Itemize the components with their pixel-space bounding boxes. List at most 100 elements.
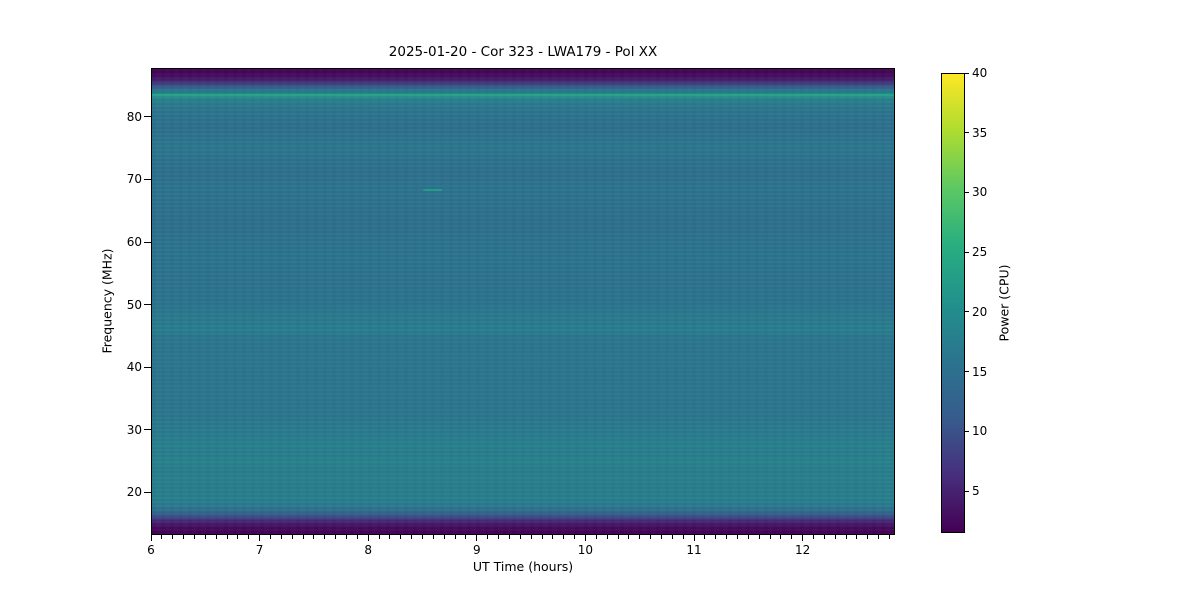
x-minor-tick: [204, 535, 206, 539]
colorbar-tick: [965, 430, 969, 432]
x-minor-tick: [161, 535, 163, 539]
x-minor-tick: [237, 535, 239, 539]
x-minor-tick: [432, 535, 434, 539]
y-major-tick: [144, 241, 151, 243]
x-minor-tick: [726, 535, 728, 539]
x-minor-tick: [595, 535, 597, 539]
x-minor-tick: [313, 535, 315, 539]
x-minor-tick: [280, 535, 282, 539]
x-minor-tick: [519, 535, 521, 539]
x-minor-tick: [356, 535, 358, 539]
x-minor-tick: [215, 535, 217, 539]
x-minor-tick: [443, 535, 445, 539]
x-minor-tick: [650, 535, 652, 539]
x-minor-tick: [660, 535, 662, 539]
x-minor-tick: [498, 535, 500, 539]
y-major-tick: [144, 116, 151, 118]
y-tick-label: 70: [126, 172, 142, 187]
y-tick-label: 20: [126, 485, 142, 500]
x-minor-tick: [845, 535, 847, 539]
x-minor-tick: [563, 535, 565, 539]
chart-title: 2025-01-20 - Cor 323 - LWA179 - Pol XX: [388, 44, 658, 60]
x-tick-label: 8: [364, 543, 373, 557]
x-minor-tick: [541, 535, 543, 539]
x-minor-tick: [422, 535, 424, 539]
colorbar-tick-label: 10: [972, 424, 988, 439]
colorbar-tick: [965, 191, 969, 193]
x-minor-tick: [856, 535, 858, 539]
x-minor-tick: [193, 535, 195, 539]
x-minor-tick: [226, 535, 228, 539]
x-major-tick: [150, 535, 152, 541]
x-major-tick: [259, 535, 261, 541]
colorbar: [941, 73, 965, 533]
y-tick-label: 60: [126, 235, 142, 250]
x-minor-tick: [606, 535, 608, 539]
colorbar-label: Power (CPU): [996, 264, 1012, 342]
y-tick-label: 40: [126, 360, 142, 375]
y-major-tick: [144, 366, 151, 368]
x-tick-label: 11: [686, 543, 702, 557]
x-major-tick: [693, 535, 695, 541]
x-minor-tick: [291, 535, 293, 539]
x-minor-tick: [411, 535, 413, 539]
x-minor-tick: [791, 535, 793, 539]
x-axis-label: UT Time (hours): [472, 559, 574, 574]
colorbar-tick-label: 20: [972, 304, 988, 319]
y-major-tick: [144, 178, 151, 180]
x-minor-tick: [552, 535, 554, 539]
x-minor-tick: [704, 535, 706, 539]
x-minor-tick: [758, 535, 760, 539]
y-major-tick: [144, 304, 151, 306]
x-minor-tick: [400, 535, 402, 539]
x-minor-tick: [302, 535, 304, 539]
x-major-tick: [802, 535, 804, 541]
x-minor-tick: [737, 535, 738, 539]
x-minor-tick: [465, 535, 467, 539]
x-tick-label: 7: [255, 543, 264, 557]
colorbar-tick-label: 15: [972, 364, 988, 379]
x-minor-tick: [183, 535, 185, 539]
y-tick-label: 30: [126, 422, 142, 437]
x-minor-tick: [378, 535, 380, 539]
x-major-tick: [584, 535, 586, 541]
x-minor-tick: [335, 535, 337, 539]
x-minor-tick: [639, 535, 641, 539]
x-minor-tick: [487, 535, 489, 539]
y-major-tick: [144, 429, 151, 431]
y-tick-label: 50: [126, 297, 142, 312]
x-minor-tick: [867, 535, 869, 539]
colorbar-tick-label: 35: [972, 125, 988, 140]
colorbar-tick-label: 5: [972, 484, 980, 499]
x-tick-label: 10: [577, 543, 594, 557]
x-major-tick: [476, 535, 478, 541]
x-tick-label: 6: [147, 543, 155, 557]
x-minor-tick: [813, 535, 815, 539]
colorbar-tick: [965, 311, 969, 313]
colorbar-tick: [965, 371, 969, 373]
x-minor-tick: [747, 535, 749, 539]
bright-band-feature: [152, 93, 894, 96]
x-minor-tick: [780, 535, 782, 539]
x-minor-tick: [715, 535, 717, 539]
x-minor-tick: [574, 535, 576, 539]
x-minor-tick: [248, 535, 250, 539]
x-minor-tick: [769, 535, 771, 539]
x-tick-label: 9: [473, 543, 481, 557]
x-major-tick: [367, 535, 369, 541]
x-minor-tick: [878, 535, 880, 539]
x-minor-tick: [454, 535, 456, 539]
colorbar-tick: [965, 490, 969, 492]
x-minor-tick: [324, 535, 326, 539]
y-tick-label: 80: [126, 109, 142, 124]
colorbar-tick-label: 30: [972, 185, 988, 200]
x-minor-tick: [617, 535, 619, 539]
colorbar-tick: [965, 72, 969, 74]
x-minor-tick: [389, 535, 391, 539]
x-minor-tick: [682, 535, 684, 539]
heatmap-plot: [151, 68, 895, 535]
x-minor-tick: [834, 535, 836, 539]
x-tick-label: 12: [795, 543, 811, 557]
x-minor-tick: [269, 535, 271, 539]
